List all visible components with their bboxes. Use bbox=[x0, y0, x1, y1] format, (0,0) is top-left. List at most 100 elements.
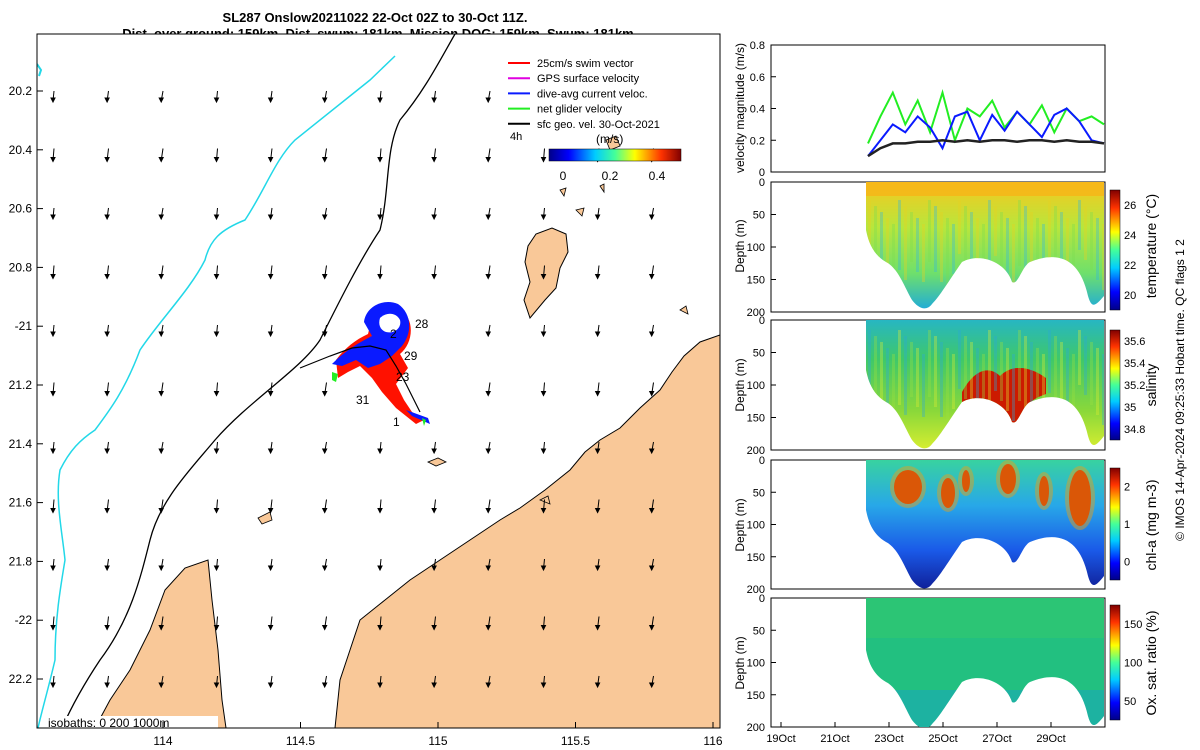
section-streak bbox=[1084, 206, 1087, 260]
current-arrowhead bbox=[648, 331, 655, 338]
current-arrowhead bbox=[267, 391, 274, 397]
current-arrowhead bbox=[540, 274, 547, 280]
temperature-clabel: temperature (°C) bbox=[1143, 194, 1159, 298]
section-streak bbox=[952, 224, 955, 274]
section-streak bbox=[898, 200, 901, 270]
chl-bloom-halo bbox=[890, 466, 926, 508]
depth-tick-label: 50 bbox=[753, 348, 765, 360]
section-streak bbox=[868, 330, 871, 385]
oxygen-clabel: Ox. sat. ratio (%) bbox=[1143, 610, 1159, 715]
section-streak bbox=[934, 206, 937, 272]
current-arrowhead bbox=[485, 331, 492, 338]
section-streak bbox=[1018, 200, 1021, 266]
section-streak bbox=[940, 342, 943, 417]
colorbar-tick-label: 22 bbox=[1124, 260, 1136, 272]
map-ytick-label: 21.2 bbox=[9, 378, 33, 392]
current-arrowhead bbox=[377, 625, 383, 631]
section-streak bbox=[1000, 342, 1003, 401]
current-arrowhead bbox=[594, 508, 601, 514]
map-ytick-label: -22 bbox=[15, 613, 33, 627]
current-arrowhead bbox=[267, 274, 274, 280]
current-arrowhead bbox=[648, 565, 655, 572]
section-streak bbox=[910, 212, 913, 262]
current-arrowhead bbox=[104, 682, 110, 689]
depth-tick-label: 200 bbox=[747, 445, 765, 457]
current-arrowhead bbox=[213, 448, 220, 455]
depth-tick-label: 100 bbox=[747, 242, 765, 254]
current-arrowhead bbox=[485, 448, 492, 455]
depth-tick-label: 0 bbox=[759, 177, 765, 189]
chl-panel: Depth (m) chl-a (mg m-3) bbox=[733, 459, 1159, 590]
colorbar-tick-label: 24 bbox=[1124, 230, 1136, 242]
section-streak bbox=[868, 200, 871, 250]
colorbar-tick-label: 35.4 bbox=[1124, 358, 1145, 370]
map-ytick-label: 20.2 bbox=[9, 84, 33, 98]
map-xtick-label: 114 bbox=[153, 734, 172, 748]
current-arrowhead bbox=[540, 214, 547, 221]
current-arrowhead bbox=[104, 448, 110, 455]
current-arrowhead bbox=[213, 682, 220, 689]
legend-label: sfc geo. vel. 30-Oct-2021 bbox=[537, 119, 660, 131]
current-arrowhead bbox=[594, 331, 601, 338]
section-streak bbox=[904, 206, 907, 280]
day-label-28: 28 bbox=[415, 317, 429, 331]
colorbar-tick-label: 1 bbox=[1124, 519, 1130, 531]
section-streak bbox=[1012, 224, 1015, 286]
current-arrowhead bbox=[158, 157, 165, 163]
isobath-200m bbox=[61, 34, 456, 728]
chl-bloom bbox=[1039, 476, 1049, 506]
chl-bloom-halo bbox=[958, 466, 974, 496]
section-streak bbox=[898, 330, 901, 405]
temperature-panel: Depth (m) temperature (°C) bbox=[733, 181, 1159, 313]
current-arrowhead bbox=[431, 274, 437, 280]
current-arrowhead bbox=[158, 682, 165, 689]
current-arrowhead bbox=[321, 508, 328, 514]
section-streak bbox=[1000, 212, 1003, 266]
current-arrowhead bbox=[321, 97, 328, 104]
current-arrowhead bbox=[267, 625, 274, 631]
section-streak bbox=[1048, 200, 1051, 258]
current-arrowhead bbox=[50, 157, 56, 163]
velocity-series-line bbox=[867, 88, 1105, 144]
time-xtick-label: 23Oct bbox=[874, 733, 903, 745]
section-streak bbox=[874, 206, 877, 260]
time-xtick-label: 27Oct bbox=[982, 733, 1011, 745]
map-ytick-label: 22.2 bbox=[9, 672, 33, 686]
salinity-ylabel: Depth (m) bbox=[733, 358, 747, 411]
colorbar-tick-0.4: 0.4 bbox=[649, 169, 666, 183]
barrow-island bbox=[523, 227, 569, 320]
current-arrowhead bbox=[594, 274, 601, 280]
glider-track bbox=[299, 302, 430, 426]
section-streak bbox=[1102, 354, 1104, 425]
section-streak bbox=[1030, 212, 1033, 286]
section-streak bbox=[1036, 348, 1039, 403]
depth-tick-label: 50 bbox=[753, 487, 765, 499]
section-streak bbox=[922, 224, 925, 282]
depth-tick-label: 50 bbox=[753, 625, 765, 637]
chl-clabel: chl-a (mg m-3) bbox=[1143, 479, 1159, 570]
colorbar-tick-label: 100 bbox=[1124, 658, 1142, 670]
section-streak bbox=[1036, 218, 1039, 268]
current-arrowhead bbox=[540, 331, 547, 338]
current-arrowhead bbox=[213, 214, 220, 221]
isobaths-label: isobaths: 0 200 1000m bbox=[48, 716, 169, 730]
section-streak bbox=[1078, 330, 1081, 385]
current-arrowhead bbox=[158, 331, 165, 338]
section-streak bbox=[1072, 354, 1075, 433]
map-ytick-label: 21.8 bbox=[9, 554, 33, 568]
section-streak bbox=[892, 224, 895, 290]
legend-label: dive-avg current veloc. bbox=[537, 88, 648, 100]
section-streak bbox=[874, 336, 877, 395]
current-arrowhead bbox=[648, 508, 655, 514]
section-streak bbox=[958, 200, 961, 254]
current-arrowhead bbox=[431, 508, 437, 514]
current-arrowhead bbox=[104, 565, 110, 572]
current-arrowhead bbox=[377, 97, 383, 104]
current-arrowhead bbox=[540, 157, 547, 163]
current-arrowhead bbox=[431, 682, 437, 689]
colorbar-tick-label: 26 bbox=[1124, 200, 1136, 212]
current-arrowhead bbox=[50, 508, 56, 514]
velocity-series-line bbox=[867, 139, 1105, 158]
velocity-series-line bbox=[867, 107, 1105, 157]
